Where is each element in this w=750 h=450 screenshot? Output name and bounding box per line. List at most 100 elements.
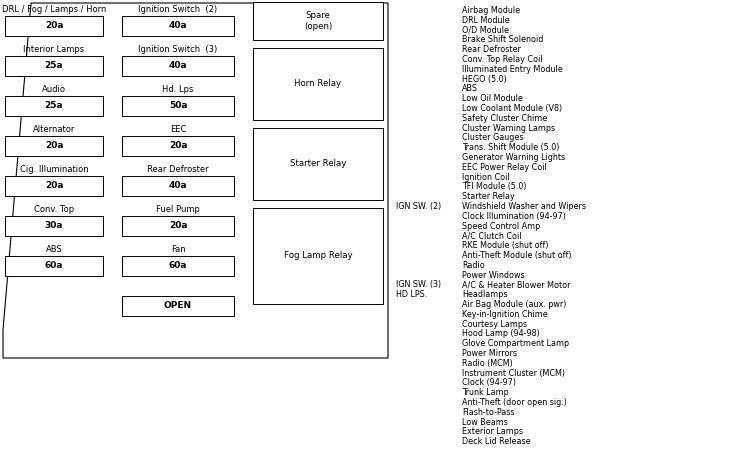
Text: Hood Lamp (94-98): Hood Lamp (94-98): [462, 329, 540, 338]
Text: Fuel Pump: Fuel Pump: [156, 204, 200, 213]
Text: 25a: 25a: [45, 62, 63, 71]
Text: 30a: 30a: [45, 221, 63, 230]
Bar: [5, 96, 103, 116]
Text: Trunk Lamp: Trunk Lamp: [462, 388, 509, 397]
Bar: [253, 2, 383, 40]
Bar: [122, 16, 234, 36]
Text: Flash-to-Pass: Flash-to-Pass: [462, 408, 514, 417]
Text: Speed Control Amp: Speed Control Amp: [462, 221, 540, 230]
Text: Fog Lamp Relay: Fog Lamp Relay: [284, 252, 352, 261]
Text: 40a: 40a: [169, 22, 188, 31]
Text: 40a: 40a: [169, 62, 188, 71]
Text: Headlamps: Headlamps: [462, 290, 508, 299]
Text: EEC: EEC: [170, 125, 186, 134]
Text: Cluster Warning Lamps: Cluster Warning Lamps: [462, 124, 555, 133]
Text: Glove Compartment Lamp: Glove Compartment Lamp: [462, 339, 569, 348]
Text: Air Bag Module (aux. pwr): Air Bag Module (aux. pwr): [462, 300, 566, 309]
Text: Low Beams: Low Beams: [462, 418, 508, 427]
Text: 60a: 60a: [169, 261, 188, 270]
Bar: [253, 128, 383, 200]
Text: Audio: Audio: [42, 85, 66, 94]
Text: Deck Lid Release: Deck Lid Release: [462, 437, 531, 446]
Text: IGN SW. (2): IGN SW. (2): [396, 202, 441, 211]
Text: Anti-Theft Module (shut off): Anti-Theft Module (shut off): [462, 251, 572, 260]
Text: Illuminated Entry Module: Illuminated Entry Module: [462, 65, 562, 74]
Text: 25a: 25a: [45, 102, 63, 111]
Text: 20a: 20a: [169, 221, 188, 230]
Text: ABS: ABS: [462, 85, 478, 94]
Text: HD LPS.: HD LPS.: [396, 290, 427, 299]
Text: ABS: ABS: [46, 244, 62, 253]
Bar: [5, 56, 103, 76]
Bar: [122, 56, 234, 76]
Bar: [253, 48, 383, 120]
Text: Low Oil Module: Low Oil Module: [462, 94, 523, 103]
Text: Key-in-Ignition Chime: Key-in-Ignition Chime: [462, 310, 548, 319]
Text: TFI Module (5.0): TFI Module (5.0): [462, 182, 526, 191]
Text: HEGO (5.0): HEGO (5.0): [462, 75, 507, 84]
Text: Courtesy Lamps: Courtesy Lamps: [462, 320, 527, 328]
Text: IGN SW. (3): IGN SW. (3): [396, 280, 441, 289]
Text: EEC Power Relay Coil: EEC Power Relay Coil: [462, 163, 547, 172]
Text: Low Coolant Module (V8): Low Coolant Module (V8): [462, 104, 562, 113]
Bar: [122, 176, 234, 196]
Text: Alternator: Alternator: [33, 125, 75, 134]
Bar: [5, 16, 103, 36]
Text: RKE Module (shut off): RKE Module (shut off): [462, 241, 548, 250]
Text: 40a: 40a: [169, 181, 188, 190]
Bar: [5, 256, 103, 276]
Text: Cluster Gauges: Cluster Gauges: [462, 133, 524, 142]
Text: DRL Module: DRL Module: [462, 16, 510, 25]
Text: Conv. Top: Conv. Top: [34, 204, 74, 213]
Text: 60a: 60a: [45, 261, 63, 270]
Bar: [122, 216, 234, 236]
Text: Power Windows: Power Windows: [462, 270, 525, 279]
Text: Exterior Lamps: Exterior Lamps: [462, 428, 523, 436]
Text: 20a: 20a: [45, 141, 63, 150]
Text: Clock (94-97): Clock (94-97): [462, 378, 516, 387]
Text: Conv. Top Relay Coil: Conv. Top Relay Coil: [462, 55, 542, 64]
Text: A/C & Heater Blower Motor: A/C & Heater Blower Motor: [462, 280, 571, 289]
Bar: [5, 136, 103, 156]
Text: Hd. Lps: Hd. Lps: [162, 85, 194, 94]
Text: 20a: 20a: [45, 22, 63, 31]
Text: Starter Relay: Starter Relay: [290, 159, 346, 168]
Text: Trans. Shift Module (5.0): Trans. Shift Module (5.0): [462, 143, 560, 152]
Text: DRL / Fog / Lamps / Horn: DRL / Fog / Lamps / Horn: [2, 4, 106, 13]
Text: Horn Relay: Horn Relay: [295, 80, 341, 89]
Text: Generator Warning Lights: Generator Warning Lights: [462, 153, 566, 162]
Text: Radio: Radio: [462, 261, 484, 270]
Text: Starter Relay: Starter Relay: [462, 192, 514, 201]
Text: 50a: 50a: [169, 102, 188, 111]
Text: Fan: Fan: [171, 244, 185, 253]
Text: A/C Clutch Coil: A/C Clutch Coil: [462, 231, 521, 240]
Bar: [5, 216, 103, 236]
Text: Rear Defroster: Rear Defroster: [462, 45, 520, 54]
Text: Airbag Module: Airbag Module: [462, 6, 520, 15]
Bar: [253, 208, 383, 304]
Text: Radio (MCM): Radio (MCM): [462, 359, 513, 368]
Text: Clock Illumination (94-97): Clock Illumination (94-97): [462, 212, 566, 221]
Text: Power Mirrors: Power Mirrors: [462, 349, 517, 358]
Text: Interior Lamps: Interior Lamps: [23, 45, 85, 54]
Bar: [122, 136, 234, 156]
Text: Ignition Switch  (3): Ignition Switch (3): [138, 45, 218, 54]
Text: Safety Cluster Chime: Safety Cluster Chime: [462, 114, 548, 123]
Text: Cig. Illumination: Cig. Illumination: [20, 165, 88, 174]
Bar: [122, 296, 234, 316]
Text: Windshield Washer and Wipers: Windshield Washer and Wipers: [462, 202, 586, 211]
Bar: [5, 176, 103, 196]
Text: Anti-Theft (door open sig.): Anti-Theft (door open sig.): [462, 398, 567, 407]
Bar: [122, 256, 234, 276]
Text: Brake Shift Solenoid: Brake Shift Solenoid: [462, 36, 543, 45]
Text: Ignition Switch  (2): Ignition Switch (2): [139, 4, 218, 13]
Text: Rear Defroster: Rear Defroster: [147, 165, 208, 174]
Text: Spare
(open): Spare (open): [304, 11, 332, 31]
Text: 20a: 20a: [45, 181, 63, 190]
Text: Instrument Cluster (MCM): Instrument Cluster (MCM): [462, 369, 565, 378]
Text: Ignition Coil: Ignition Coil: [462, 173, 510, 182]
Text: OPEN: OPEN: [164, 302, 192, 310]
Bar: [122, 96, 234, 116]
Text: O/D Module: O/D Module: [462, 26, 509, 35]
Text: 20a: 20a: [169, 141, 188, 150]
